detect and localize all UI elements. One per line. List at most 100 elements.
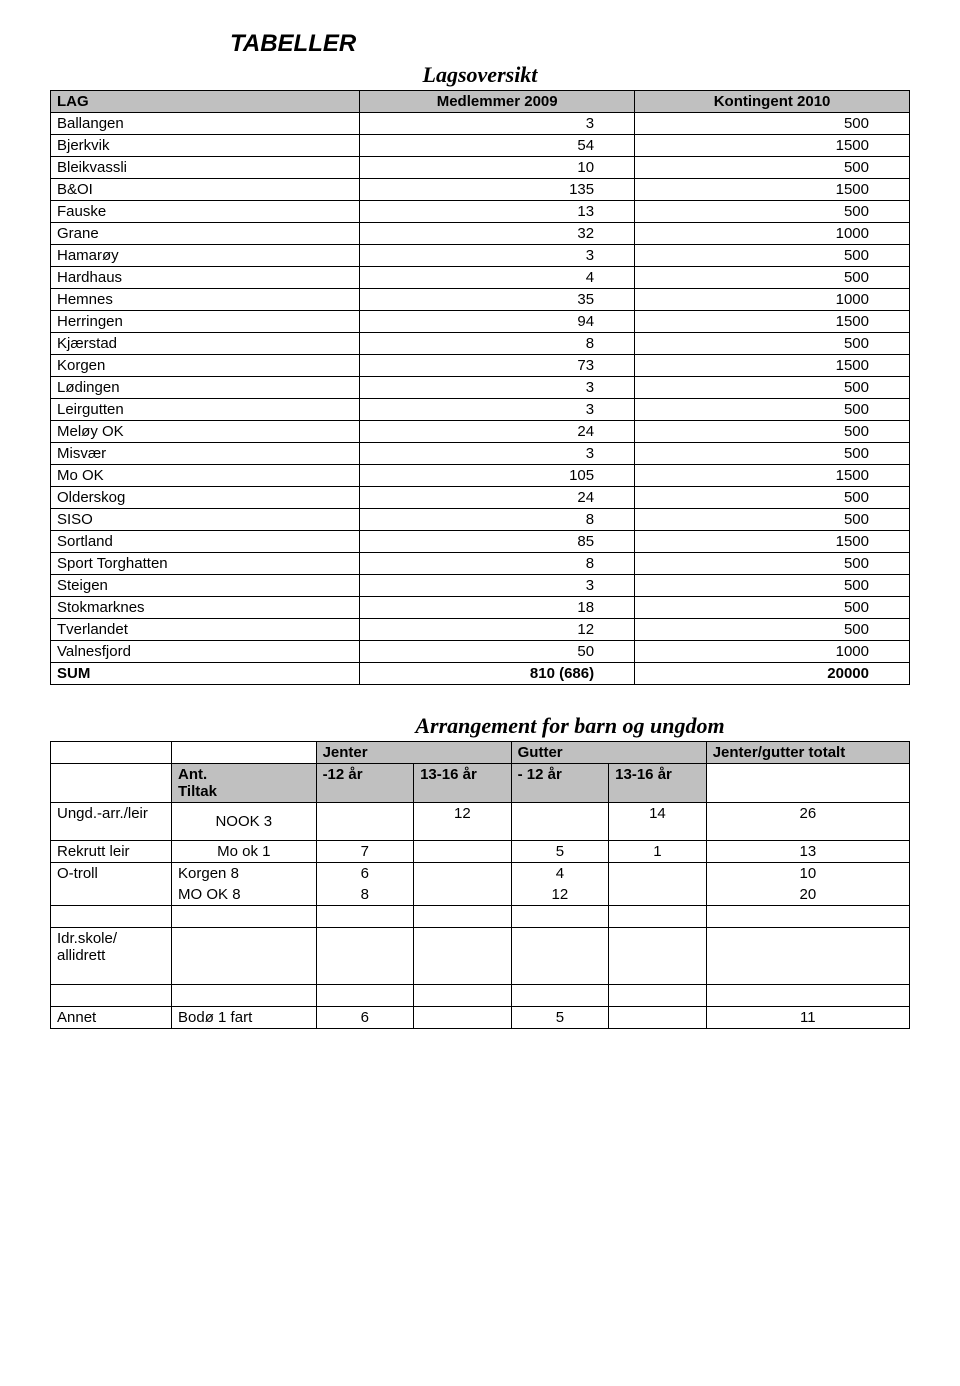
arr-row-idr-tot [706, 928, 909, 985]
arr-row-ungd-j12 [316, 803, 414, 841]
lag-cell-name: B&OI [51, 179, 360, 201]
lag-cell-kontingent: 1500 [635, 465, 910, 487]
arr-row-rekrutt-j12: 7 [316, 841, 414, 863]
lag-cell-medlemmer: 73 [360, 355, 635, 377]
lag-cell-kontingent: 500 [635, 509, 910, 531]
arr-row-empty12 [511, 985, 609, 1007]
arr-row-annet-j12: 6 [316, 1007, 414, 1029]
lag-cell-name: Lødingen [51, 377, 360, 399]
lag-row: Sortland851500 [51, 531, 910, 553]
arrangement-title: Arrangement for barn og ungdom [230, 713, 910, 739]
arr-header-gutter: Gutter [511, 742, 706, 764]
lag-cell-name: Valnesfjord [51, 641, 360, 663]
lag-cell-name: Hamarøy [51, 245, 360, 267]
lag-row: Mo OK1051500 [51, 465, 910, 487]
lag-row: Valnesfjord501000 [51, 641, 910, 663]
lag-row: Steigen3500 [51, 575, 910, 597]
arr-row-otroll2-j1316 [414, 884, 512, 906]
lag-row: Hemnes351000 [51, 289, 910, 311]
arr-row-rekrutt-j1316 [414, 841, 512, 863]
lag-cell-kontingent: 1500 [635, 311, 910, 333]
arr-row-rekrutt-g12: 5 [511, 841, 609, 863]
lag-cell-kontingent: 1500 [635, 179, 910, 201]
lag-cell-medlemmer: 13 [360, 201, 635, 223]
lag-cell-name: Hemnes [51, 289, 360, 311]
lag-cell-name: Tverlandet [51, 619, 360, 641]
arr-row-idr-g12 [511, 928, 609, 985]
arr-header-j1316: 13-16 år [414, 764, 512, 803]
arr-row-otroll2-empty [51, 884, 172, 906]
lag-cell-name: Bleikvassli [51, 157, 360, 179]
lag-row: Herringen941500 [51, 311, 910, 333]
lag-cell-kontingent: 500 [635, 333, 910, 355]
arr-row-annet-g1316 [609, 1007, 707, 1029]
arr-row-empty7 [706, 906, 909, 928]
lag-cell-name: Sport Torghatten [51, 553, 360, 575]
lag-cell-medlemmer: 4 [360, 267, 635, 289]
arr-header-tiltak: Ant. Tiltak [172, 764, 317, 803]
arr-row-empty9 [172, 985, 317, 1007]
lag-row: Grane321000 [51, 223, 910, 245]
lag-row: Hamarøy3500 [51, 245, 910, 267]
arr-row-empty14 [706, 985, 909, 1007]
lag-cell-kontingent: 500 [635, 421, 910, 443]
lag-cell-name: Hardhaus [51, 267, 360, 289]
lag-sum-medlemmer: 810 (686) [360, 663, 635, 685]
lag-cell-medlemmer: 3 [360, 113, 635, 135]
lag-header-medlemmer: Medlemmer 2009 [360, 91, 635, 113]
lag-cell-name: Steigen [51, 575, 360, 597]
lag-cell-name: Misvær [51, 443, 360, 465]
lag-cell-name: Fauske [51, 201, 360, 223]
lag-row: Ballangen3500 [51, 113, 910, 135]
lag-cell-kontingent: 500 [635, 487, 910, 509]
arr-row-idr-g1316 [609, 928, 707, 985]
arr-row-ungd-j1316: 12 [414, 803, 512, 841]
arr-row-idr-j12 [316, 928, 414, 985]
lag-cell-medlemmer: 3 [360, 399, 635, 421]
arr-row-otroll2-j12: 8 [316, 884, 414, 906]
lag-row: Misvær3500 [51, 443, 910, 465]
arr-empty-sub1 [51, 764, 172, 803]
arr-row-idr-label: Idr.skole/ allidrett [51, 928, 172, 985]
lag-table: LAG Medlemmer 2009 Kontingent 2010 Balla… [50, 90, 910, 685]
lag-cell-kontingent: 500 [635, 267, 910, 289]
lag-cell-kontingent: 500 [635, 113, 910, 135]
lag-cell-kontingent: 1500 [635, 355, 910, 377]
arr-row-ungd-g12 [511, 803, 609, 841]
lag-cell-kontingent: 1000 [635, 641, 910, 663]
lag-cell-name: Grane [51, 223, 360, 245]
lag-cell-kontingent: 1500 [635, 135, 910, 157]
lag-cell-kontingent: 500 [635, 443, 910, 465]
lag-cell-kontingent: 500 [635, 157, 910, 179]
lag-row: Olderskog24500 [51, 487, 910, 509]
lag-header-lag: LAG [51, 91, 360, 113]
arr-row-ungd-tiltak: NOOK 3 [172, 803, 317, 841]
arr-row-annet-g12: 5 [511, 1007, 609, 1029]
arr-row-empty5 [511, 906, 609, 928]
lag-cell-kontingent: 1000 [635, 289, 910, 311]
arr-row-annet-j1316 [414, 1007, 512, 1029]
lag-row: Bjerkvik541500 [51, 135, 910, 157]
arr-row-empty2 [172, 906, 317, 928]
lag-cell-medlemmer: 3 [360, 443, 635, 465]
lag-row: Hardhaus4500 [51, 267, 910, 289]
lag-row: Meløy OK24500 [51, 421, 910, 443]
lag-cell-medlemmer: 135 [360, 179, 635, 201]
lag-cell-name: Mo OK [51, 465, 360, 487]
arr-row-empty8 [51, 985, 172, 1007]
arr-empty-header2 [172, 742, 317, 764]
lag-cell-kontingent: 500 [635, 245, 910, 267]
arr-row-empty13 [609, 985, 707, 1007]
arr-row-annet-tot: 11 [706, 1007, 909, 1029]
arr-row-empty1 [51, 906, 172, 928]
lag-cell-medlemmer: 12 [360, 619, 635, 641]
lag-cell-name: Sortland [51, 531, 360, 553]
lag-cell-medlemmer: 35 [360, 289, 635, 311]
arr-row-idr-tiltak [172, 928, 317, 985]
lag-cell-medlemmer: 105 [360, 465, 635, 487]
lag-cell-name: SISO [51, 509, 360, 531]
arr-row-otroll-label: O-troll [51, 863, 172, 885]
arr-row-otroll1-tot: 10 [706, 863, 909, 885]
arr-row-otroll1-j12: 6 [316, 863, 414, 885]
lag-cell-name: Leirgutten [51, 399, 360, 421]
